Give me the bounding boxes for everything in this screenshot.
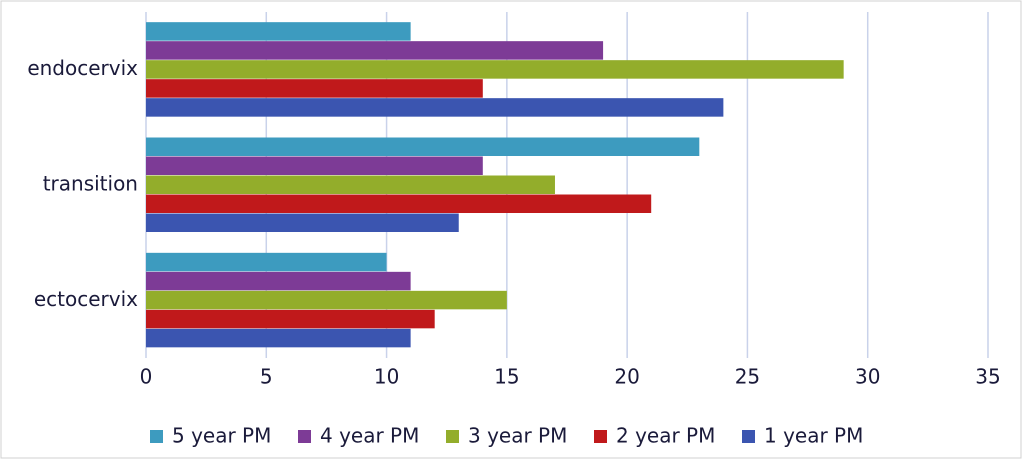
legend-label: 2 year PM [616, 424, 715, 448]
bar [146, 156, 483, 175]
bar [146, 175, 555, 194]
legend-label: 3 year PM [468, 424, 567, 448]
x-tick-label: 10 [374, 365, 399, 389]
legend-label: 4 year PM [320, 424, 419, 448]
bar [146, 328, 411, 348]
bar [146, 194, 652, 213]
x-tick-label: 5 [260, 365, 273, 389]
legend-label: 5 year PM [172, 424, 271, 448]
bar [146, 22, 411, 41]
bar [146, 41, 604, 60]
legend-label: 1 year PM [764, 424, 863, 448]
legend-swatch [594, 430, 607, 443]
x-tick-label: 20 [614, 365, 639, 389]
bar [146, 98, 724, 117]
bar [146, 252, 387, 272]
category-label: endocervix [27, 56, 138, 80]
legend-swatch [298, 430, 311, 443]
x-tick-label: 35 [975, 365, 1000, 389]
x-tick-label: 30 [855, 365, 880, 389]
legend-swatch [742, 430, 755, 443]
x-tick-label: 0 [140, 365, 153, 389]
legend-swatch [446, 430, 459, 443]
bar [146, 79, 483, 98]
bar [146, 309, 435, 329]
category-label: transition [43, 172, 138, 196]
bar [146, 213, 459, 232]
bar [146, 290, 507, 310]
category-label: ectocervix [34, 287, 138, 311]
x-tick-label: 25 [735, 365, 760, 389]
legend-swatch [150, 430, 163, 443]
bar [146, 271, 411, 291]
bar [146, 60, 844, 79]
bar [146, 137, 700, 156]
x-tick-label: 15 [494, 365, 519, 389]
